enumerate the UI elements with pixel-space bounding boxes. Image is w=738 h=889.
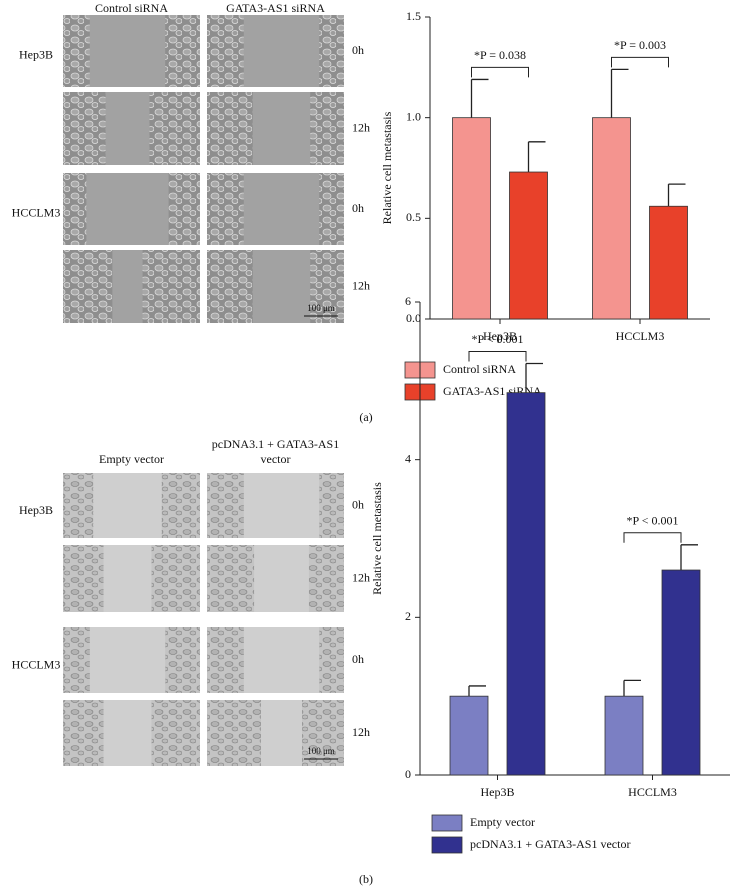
time-label: 0h <box>352 43 364 57</box>
scale-bar-label: 100 μm <box>307 746 335 756</box>
significance-bracket <box>611 56 669 68</box>
wound-gap <box>93 473 162 538</box>
wound-gap <box>103 545 152 612</box>
legend-label: Control siRNA <box>443 362 516 376</box>
wound-gap <box>89 627 166 693</box>
time-label: 0h <box>352 497 364 511</box>
time-label: 0h <box>352 201 364 215</box>
significance-bracket <box>471 66 529 78</box>
legend-label: Empty vector <box>470 815 535 829</box>
significance-label: *P < 0.001 <box>627 514 679 528</box>
row-group-label: HCCLM3 <box>12 657 61 671</box>
significance-bracket <box>623 532 682 543</box>
time-label: 0h <box>352 652 364 666</box>
wound-gap <box>103 700 152 766</box>
wound-gap <box>243 15 320 87</box>
row-group-label: Hep3B <box>19 47 53 61</box>
y-tick-label: 1.5 <box>406 9 421 23</box>
legend-label: pcDNA3.1 + GATA3-AS1 vector <box>470 837 630 851</box>
time-label: 12h <box>352 278 370 292</box>
row-group-label: Hep3B <box>19 503 53 517</box>
scale-bar-label: 100 μm <box>307 303 335 313</box>
y-tick-label: 0 <box>405 767 411 781</box>
wound-gap <box>243 173 320 245</box>
bar <box>452 117 491 320</box>
bar <box>604 695 644 776</box>
x-tick-label: Hep3B <box>481 785 515 799</box>
x-tick-label: Hep3B <box>483 329 517 343</box>
significance-bracket <box>468 350 527 362</box>
y-tick-label: 6 <box>405 294 411 308</box>
wound-gap <box>112 250 143 323</box>
wound-gap <box>252 92 311 165</box>
wound-gap <box>260 700 303 766</box>
y-axis-label: Relative cell metastasis <box>370 482 384 595</box>
y-tick-label: 1.0 <box>406 109 421 123</box>
row-group-label: HCCLM3 <box>12 205 61 219</box>
y-tick-label: 4 <box>405 451 411 465</box>
column-header: pcDNA3.1 + GATA3-AS1 vector <box>211 437 340 466</box>
panel-label: (b) <box>359 872 373 886</box>
wound-gap <box>243 627 320 693</box>
wound-gap <box>254 545 309 612</box>
significance-label: *P < 0.001 <box>472 332 524 346</box>
wound-gap <box>243 473 320 538</box>
wound-gap <box>252 250 311 323</box>
bar <box>509 171 548 320</box>
bar <box>506 392 546 776</box>
legend-swatch <box>431 814 463 832</box>
column-header: GATA3-AS1 siRNA <box>226 1 325 15</box>
time-label: 12h <box>352 120 370 134</box>
bar <box>592 117 631 320</box>
column-header: Control siRNA <box>94 1 168 15</box>
wound-gap <box>89 15 166 87</box>
y-tick-label: 2 <box>405 609 411 623</box>
significance-label: *P = 0.038 <box>474 48 526 62</box>
y-axis-label: Relative cell metastasis <box>380 111 394 224</box>
panel-label: (a) <box>359 410 372 424</box>
column-header: Empty vector <box>99 452 164 466</box>
bar <box>649 205 688 320</box>
wound-gap <box>105 92 150 165</box>
time-label: 12h <box>352 570 370 584</box>
x-tick-label: HCCLM3 <box>616 329 665 343</box>
time-label: 12h <box>352 725 370 739</box>
y-tick-label: 0.5 <box>406 210 421 224</box>
wound-gap <box>86 173 169 245</box>
y-tick-label: 0.0 <box>406 311 421 325</box>
bar <box>661 569 701 776</box>
significance-label: *P = 0.003 <box>614 38 666 52</box>
x-tick-label: HCCLM3 <box>628 785 677 799</box>
legend-swatch <box>431 836 463 854</box>
bar <box>449 695 489 776</box>
